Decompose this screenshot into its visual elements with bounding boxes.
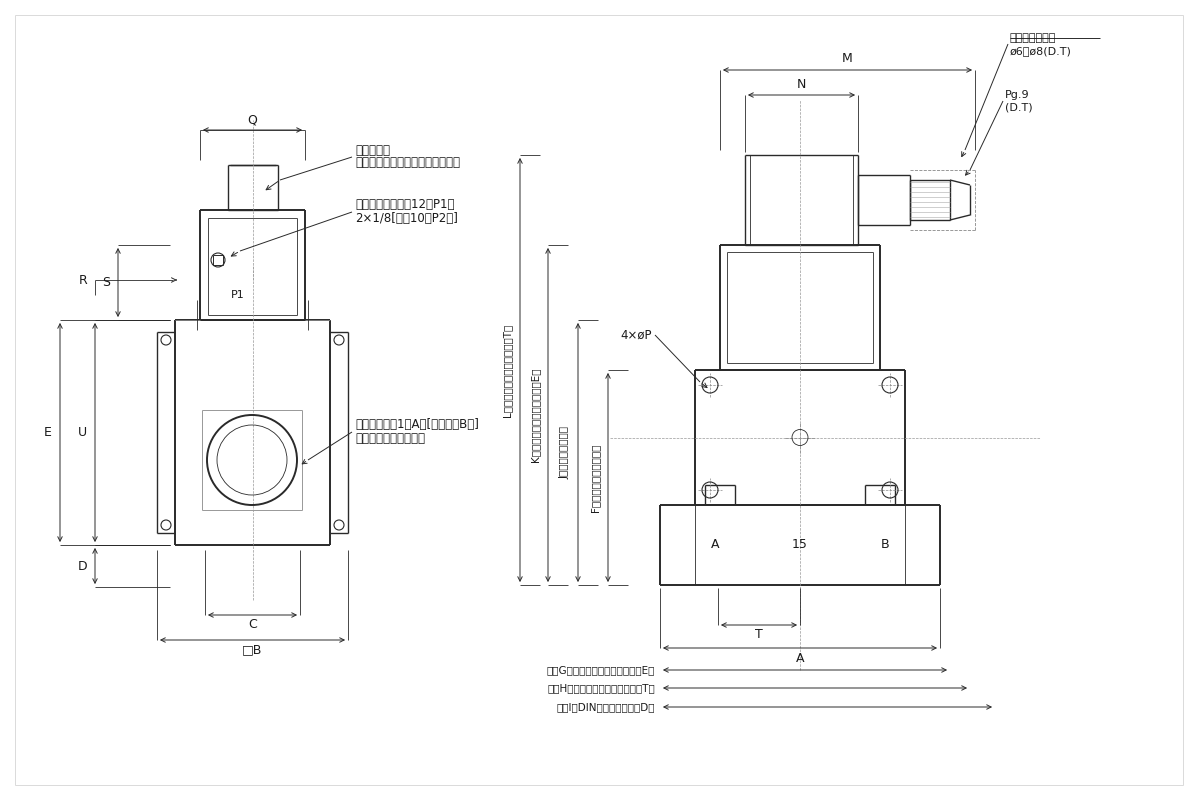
Text: (D.T): (D.T) [1005, 102, 1033, 112]
Text: 管接続口径は下表参照: 管接続口径は下表参照 [355, 431, 425, 445]
Text: K（グロメットターミナル：E）: K（グロメットターミナル：E） [530, 368, 540, 462]
Text: B: B [881, 538, 889, 551]
Text: 15: 15 [792, 538, 807, 551]
Text: C: C [248, 618, 256, 631]
Text: Q: Q [248, 114, 258, 126]
Text: L（コンジットターミナル：T）: L（コンジットターミナル：T） [502, 323, 512, 417]
Text: J（グロメット形）: J（グロメット形） [559, 426, 570, 479]
Text: E: E [44, 426, 52, 439]
Text: S: S [102, 276, 110, 289]
Text: 注）H（コンジットターミナル：T）: 注）H（コンジットターミナル：T） [547, 683, 655, 693]
Text: （ノンロックプッシュ式の場合）: （ノンロックプッシュ式の場合） [355, 157, 460, 170]
Text: A: A [710, 538, 719, 551]
Text: U: U [78, 426, 87, 439]
Text: パイロットポート12（P1）: パイロットポート12（P1） [355, 198, 454, 211]
Text: R: R [78, 274, 87, 286]
Text: 適用コード外径: 適用コード外径 [1010, 33, 1057, 43]
Text: 2×1/8[背面10（P2）]: 2×1/8[背面10（P2）] [355, 211, 458, 225]
Text: 注）I（DIN形ターミナル：D）: 注）I（DIN形ターミナル：D） [557, 702, 655, 712]
Text: メインポート1（A）[背面２（B）]: メインポート1（A）[背面２（B）] [355, 418, 479, 431]
Text: P1: P1 [231, 290, 244, 300]
Text: M: M [842, 53, 853, 66]
Text: D: D [78, 559, 87, 573]
Text: T: T [755, 629, 763, 642]
Text: Pg.9: Pg.9 [1005, 90, 1029, 100]
Text: 注）G（グロメットターミナル：E）: 注）G（グロメットターミナル：E） [546, 665, 655, 675]
Text: 4×øP: 4×øP [621, 329, 652, 342]
Text: F（エアオペレート形）: F（エアオペレート形） [589, 443, 600, 512]
Text: マニュアル: マニュアル [355, 143, 391, 157]
Text: A: A [795, 651, 804, 665]
Text: N: N [797, 78, 806, 91]
Text: □B: □B [242, 643, 262, 657]
Text: ø6～ø8(D.T): ø6～ø8(D.T) [1010, 46, 1072, 56]
